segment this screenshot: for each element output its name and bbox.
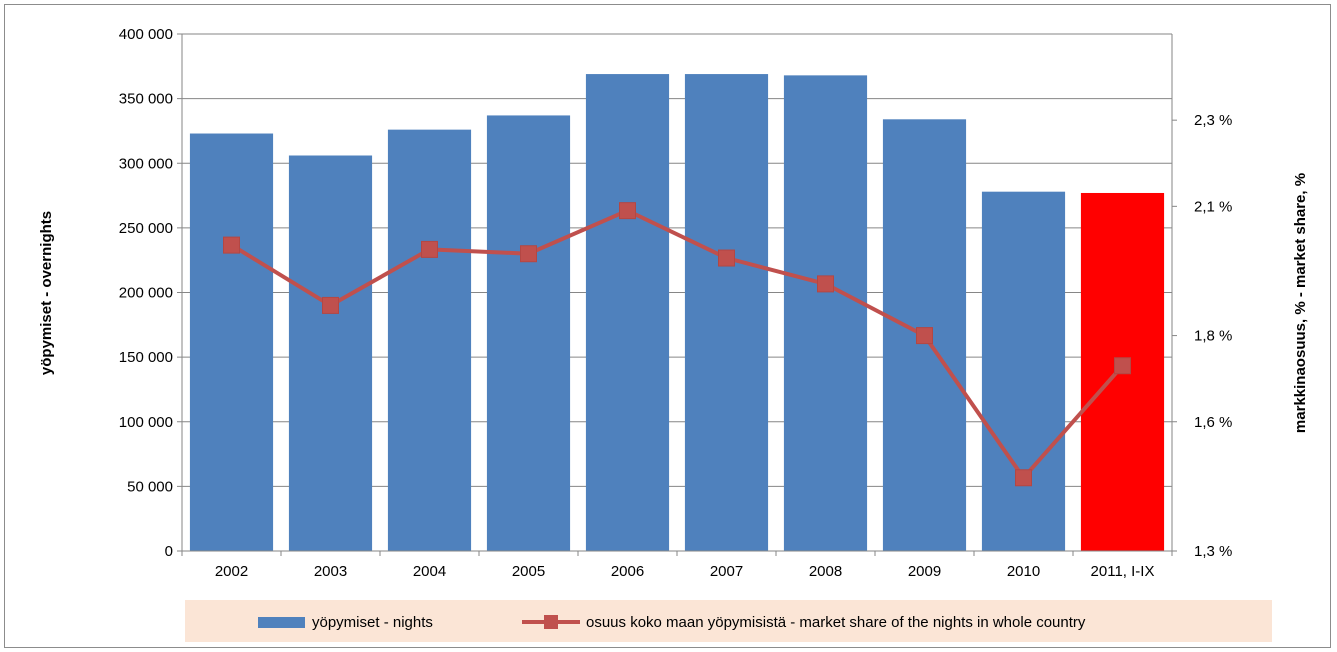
market-share-marker-2005 [520,245,537,263]
y-tick-label: 400 000 [119,26,173,43]
legend-label-nights: yöpymiset - nights [312,614,433,631]
y-axis-title: yöpymiset - overnights [38,211,55,375]
y2-tick-label: 1,3 % [1194,543,1232,560]
y-tick-label: 50 000 [127,478,173,495]
legend-label-market-share: osuus koko maan yöpymisistä - market sha… [586,614,1086,631]
bar-series [189,74,1165,552]
x-axis-ticks: 2002 2003 2004 2005 2006 2007 2008 2009 2010 2011… [181,551,1173,580]
market-share-marker-2007 [718,249,735,267]
y-axis-ticks: 0 50 000 100 000 150 000 200 000 250 000 300 0… [119,26,182,560]
market-share-marker-2011-I-IX [1114,357,1131,375]
legend-swatch-nights [258,617,305,628]
legend-background [185,600,1272,642]
y2-axis-ticks: 1,3 % 1,6 % 1,8 % 2,1 % 2,3 % [1172,112,1232,560]
bar-2006 [585,74,670,551]
x-tick-label: 2002 [215,563,248,580]
y-tick-label: 150 000 [119,349,173,366]
market-share-marker-2006 [619,202,636,220]
bar-2010 [981,191,1066,551]
y-tick-label: 250 000 [119,220,173,237]
y2-tick-label: 2,3 % [1194,112,1232,129]
bar-2005 [486,115,571,552]
legend: yöpymiset - nights osuus koko maan yöpym… [185,600,1272,642]
x-tick-label: 2004 [413,563,446,580]
line-series [223,202,1131,487]
market-share-marker-2002 [223,236,240,254]
x-tick-label: 2003 [314,563,347,580]
y-tick-label: 350 000 [119,91,173,108]
y-tick-label: 0 [165,543,173,560]
y2-tick-label: 1,6 % [1194,414,1232,431]
x-tick-label: 2008 [809,563,842,580]
y2-tick-label: 2,1 % [1194,198,1232,215]
bar-2003 [288,155,373,551]
x-tick-label: 2006 [611,563,644,580]
x-tick-label: 2007 [710,563,743,580]
bar-2002 [189,133,274,551]
y-tick-label: 100 000 [119,414,173,431]
market-share-marker-2010 [1015,469,1032,487]
x-tick-label: 2010 [1007,563,1040,580]
market-share-marker-2003 [322,296,339,314]
market-share-marker-2009 [916,327,933,345]
x-tick-label: 2009 [908,563,941,580]
bar-2008 [783,75,868,552]
market-share-line [230,208,1124,480]
bar-2007 [684,74,769,551]
x-tick-label: 2005 [512,563,545,580]
market-share-marker-2004 [421,240,438,258]
market-share-marker-2008 [817,275,834,293]
y-tick-label: 300 000 [119,155,173,172]
x-tick-label: 2011, I-IX [1091,563,1155,580]
bar-2004 [387,129,472,551]
legend-swatch-market-share-marker [544,615,558,629]
y-tick-label: 200 000 [119,285,173,302]
y2-axis-title: markkinaosuus, % - market share, % [1292,173,1309,433]
y2-tick-label: 1,8 % [1194,328,1232,345]
